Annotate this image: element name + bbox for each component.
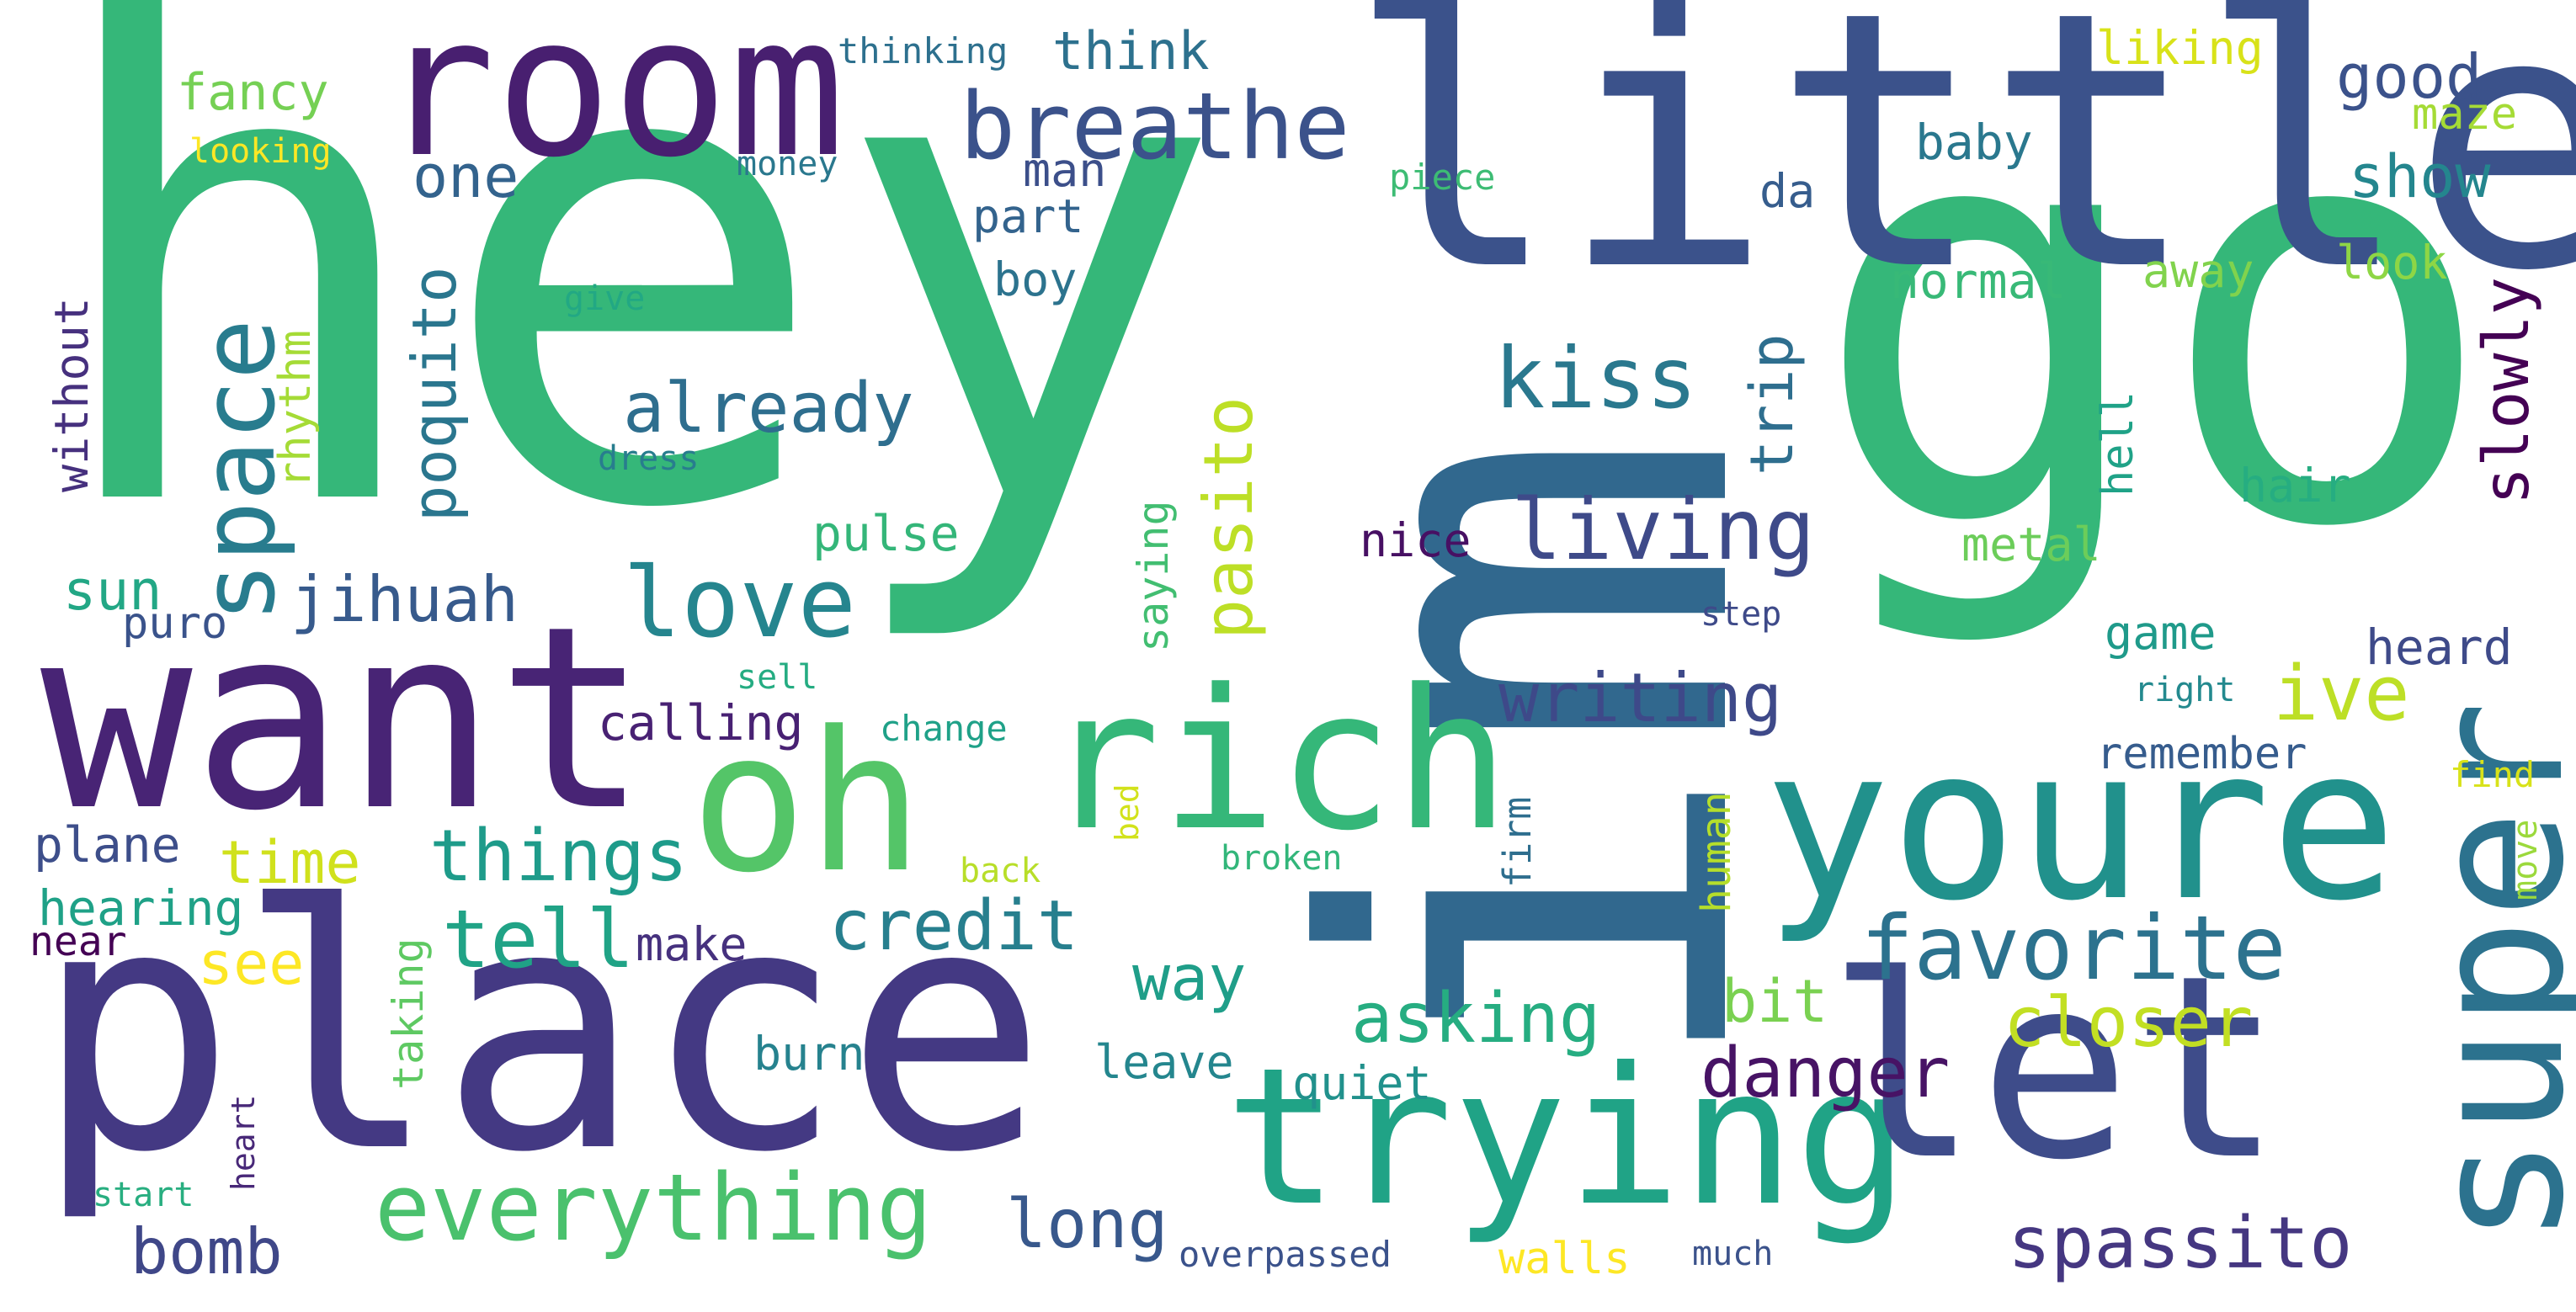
word-things: things [429,815,689,898]
word-show: show [2349,142,2491,211]
word-taking: taking [384,938,433,1090]
word-liking: liking [2096,21,2264,75]
word-baby: baby [1915,114,2033,171]
word-think: think [1052,20,1210,82]
word-remember: remember [2096,729,2307,779]
word-favorite: favorite [1860,897,2286,1000]
word-move: move [2506,819,2545,900]
word-long: long [1006,1185,1168,1263]
word-step: step [1700,595,1782,634]
word-walls: walls [1498,1234,1631,1284]
word-back: back [960,852,1041,890]
word-pasito: pasito [1190,396,1268,640]
word-already: already [623,369,914,449]
word-oh: oh [690,691,923,916]
word-ive: ive [2273,650,2410,738]
word-sun: sun [63,560,162,623]
word-jihuah: jihuah [290,562,519,636]
word-saying: saying [1129,500,1178,652]
word-normal: normal [1890,252,2067,310]
word-place: place [34,835,1048,1226]
word-way: way [1132,941,1247,1015]
word-rich: rich [1044,649,1510,874]
word-quiet: quiet [1292,1056,1432,1110]
word-leave: leave [1094,1035,1234,1089]
word-fancy: fancy [177,63,329,122]
word-maze: maze [2412,89,2518,140]
word-make: make [636,917,748,971]
word-looking: looking [189,132,332,171]
word-love: love [623,547,856,660]
word-metal: metal [1961,518,2101,571]
word-burn: burn [753,1027,865,1081]
word-bed: bed [1109,783,1146,842]
word-kiss: kiss [1494,329,1697,428]
word-piece: piece [1389,157,1496,198]
word-bomb: bomb [130,1214,283,1288]
word-trip: trip [1738,333,1807,475]
word-rhythm: rhythm [270,330,321,488]
word-writing: writing [1498,659,1783,737]
word-broken: broken [1221,839,1343,878]
word-let: let [1827,922,2283,1215]
word-hell: hell [2093,390,2143,497]
word-trying: trying [1225,1028,1909,1248]
word-right: right [2134,671,2236,709]
word-sell: sell [737,658,818,697]
word-youre: youre [1764,702,2398,947]
word-bit: bit [1722,967,1828,1036]
word-look: look [2336,236,2448,289]
word-spassito: spassito [2008,1202,2353,1285]
word-boy: boy [993,252,1078,306]
word-give: give [564,279,646,318]
word-tell: tell [442,894,635,986]
word-firm: firm [1495,796,1540,888]
word-breathe: breathe [960,72,1350,180]
word-dress: dress [598,439,700,478]
word-everything: everything [375,1154,933,1262]
word-see: see [198,929,305,998]
word-hearing: hearing [38,879,244,937]
word-much: much [1692,1235,1774,1273]
word-plane: plane [34,816,181,874]
word-heard: heard [2366,619,2513,676]
word-thinking: thinking [838,30,1009,72]
word-go: go [1810,0,2499,652]
word-room: room [379,0,845,200]
word-puro: puro [122,598,228,649]
word-calling: calling [598,694,804,752]
word-good: good [2336,41,2483,112]
word-closer: closer [2004,983,2254,1063]
word-game: game [2105,606,2217,660]
word-asking: asking [1351,979,1601,1059]
word-living: living [1511,481,1816,579]
word-pulse: pulse [812,505,960,562]
word-slowly: slowly [2469,277,2543,505]
word-part: part [972,189,1084,243]
word-little: little [1347,0,2576,348]
word-nice: nice [1360,513,1472,567]
word-near: near [29,918,127,965]
word-start: start [93,1176,194,1214]
word-da: da [1759,164,1816,218]
word-want: want [40,572,649,866]
word-man: man [1023,143,1107,197]
word-heart: heart [225,1094,262,1191]
word-hair: hair [2239,459,2351,513]
word-danger: danger [1700,1033,1951,1113]
word-change: change [880,708,1008,749]
word-human: human [1693,791,1740,914]
word-one: one [412,142,519,211]
word-away: away [2142,244,2254,298]
word-find: find [2450,754,2536,795]
word-time: time [219,828,361,897]
word-without: without [45,297,98,492]
word-overpassed: overpassed [1179,1234,1392,1275]
word-credit: credit [829,886,1079,966]
word-money: money [737,145,838,183]
word-hey: hey [40,0,1227,651]
word-poquito: poquito [399,266,470,522]
